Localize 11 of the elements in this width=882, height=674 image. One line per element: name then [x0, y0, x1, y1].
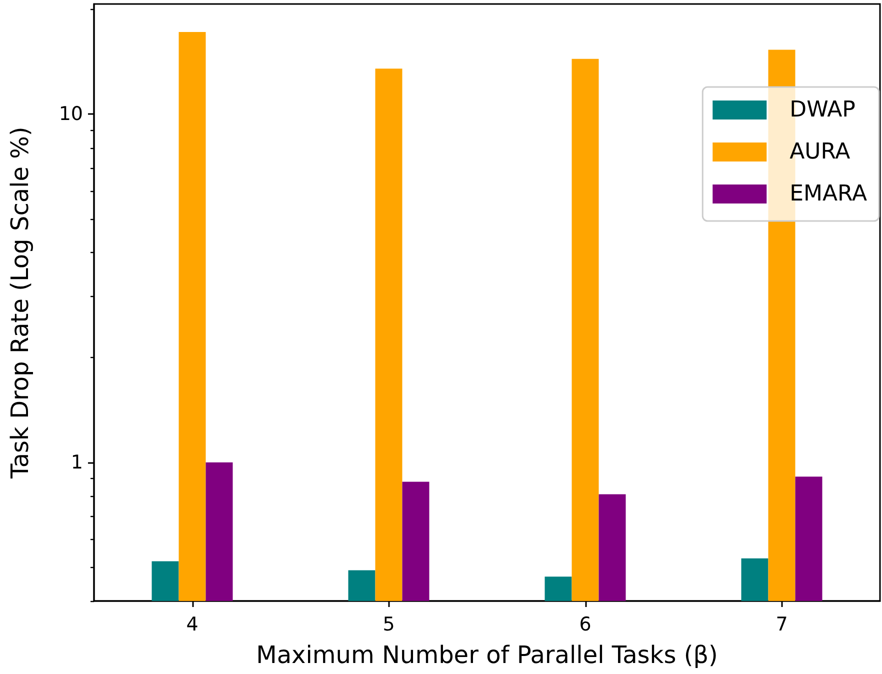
y-tick-label: 1: [70, 451, 83, 474]
y-tick-label: 10: [58, 103, 83, 126]
y-axis-title: Task Drop Rate (Log Scale %): [6, 126, 34, 480]
legend-label: DWAP: [790, 98, 856, 122]
legend-label: AURA: [790, 140, 850, 164]
x-axis-title: Maximum Number of Parallel Tasks (β): [256, 641, 718, 669]
x-tick-label: 5: [382, 614, 395, 636]
x-tick-label: 6: [579, 614, 592, 636]
x-tick-label: 7: [776, 614, 788, 636]
legend-label: EMARA: [790, 182, 868, 206]
x-tick-label: 4: [186, 614, 198, 636]
